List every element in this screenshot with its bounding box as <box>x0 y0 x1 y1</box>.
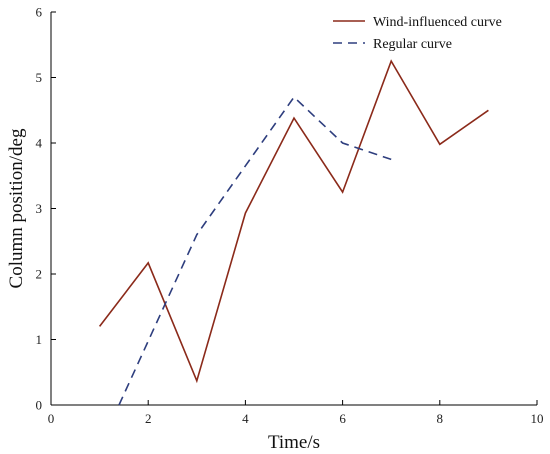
y-axis-title: Column position/deg <box>6 128 27 288</box>
x-tick-label: 0 <box>48 411 55 426</box>
x-tick-label: 4 <box>242 411 249 426</box>
legend-label: Wind-influenced curve <box>373 15 502 30</box>
y-tick-label: 1 <box>36 332 43 347</box>
x-tick-label: 10 <box>531 411 544 426</box>
series-line-regular <box>118 95 392 406</box>
y-tick-label: 3 <box>36 201 43 216</box>
x-tick-label: 2 <box>145 411 152 426</box>
axes-frame <box>50 12 537 406</box>
legend: Wind-influenced curve Regular curve <box>333 15 502 52</box>
y-tick-label: 6 <box>36 5 43 20</box>
y-tick-label: 4 <box>36 136 43 151</box>
x-axis-title: Time/s <box>268 432 320 453</box>
series-line-wind-influenced <box>98 59 489 384</box>
axis-ticks: 0 2 4 6 8 10 0 1 2 3 4 5 6 <box>36 5 544 427</box>
y-tick-label: 2 <box>36 267 43 282</box>
y-tick-label: 0 <box>36 398 43 413</box>
legend-label: Regular curve <box>373 37 452 52</box>
series-layer <box>98 59 489 406</box>
x-tick-label: 6 <box>339 411 346 426</box>
y-tick-label: 5 <box>36 70 43 85</box>
x-tick-label: 8 <box>437 411 444 426</box>
